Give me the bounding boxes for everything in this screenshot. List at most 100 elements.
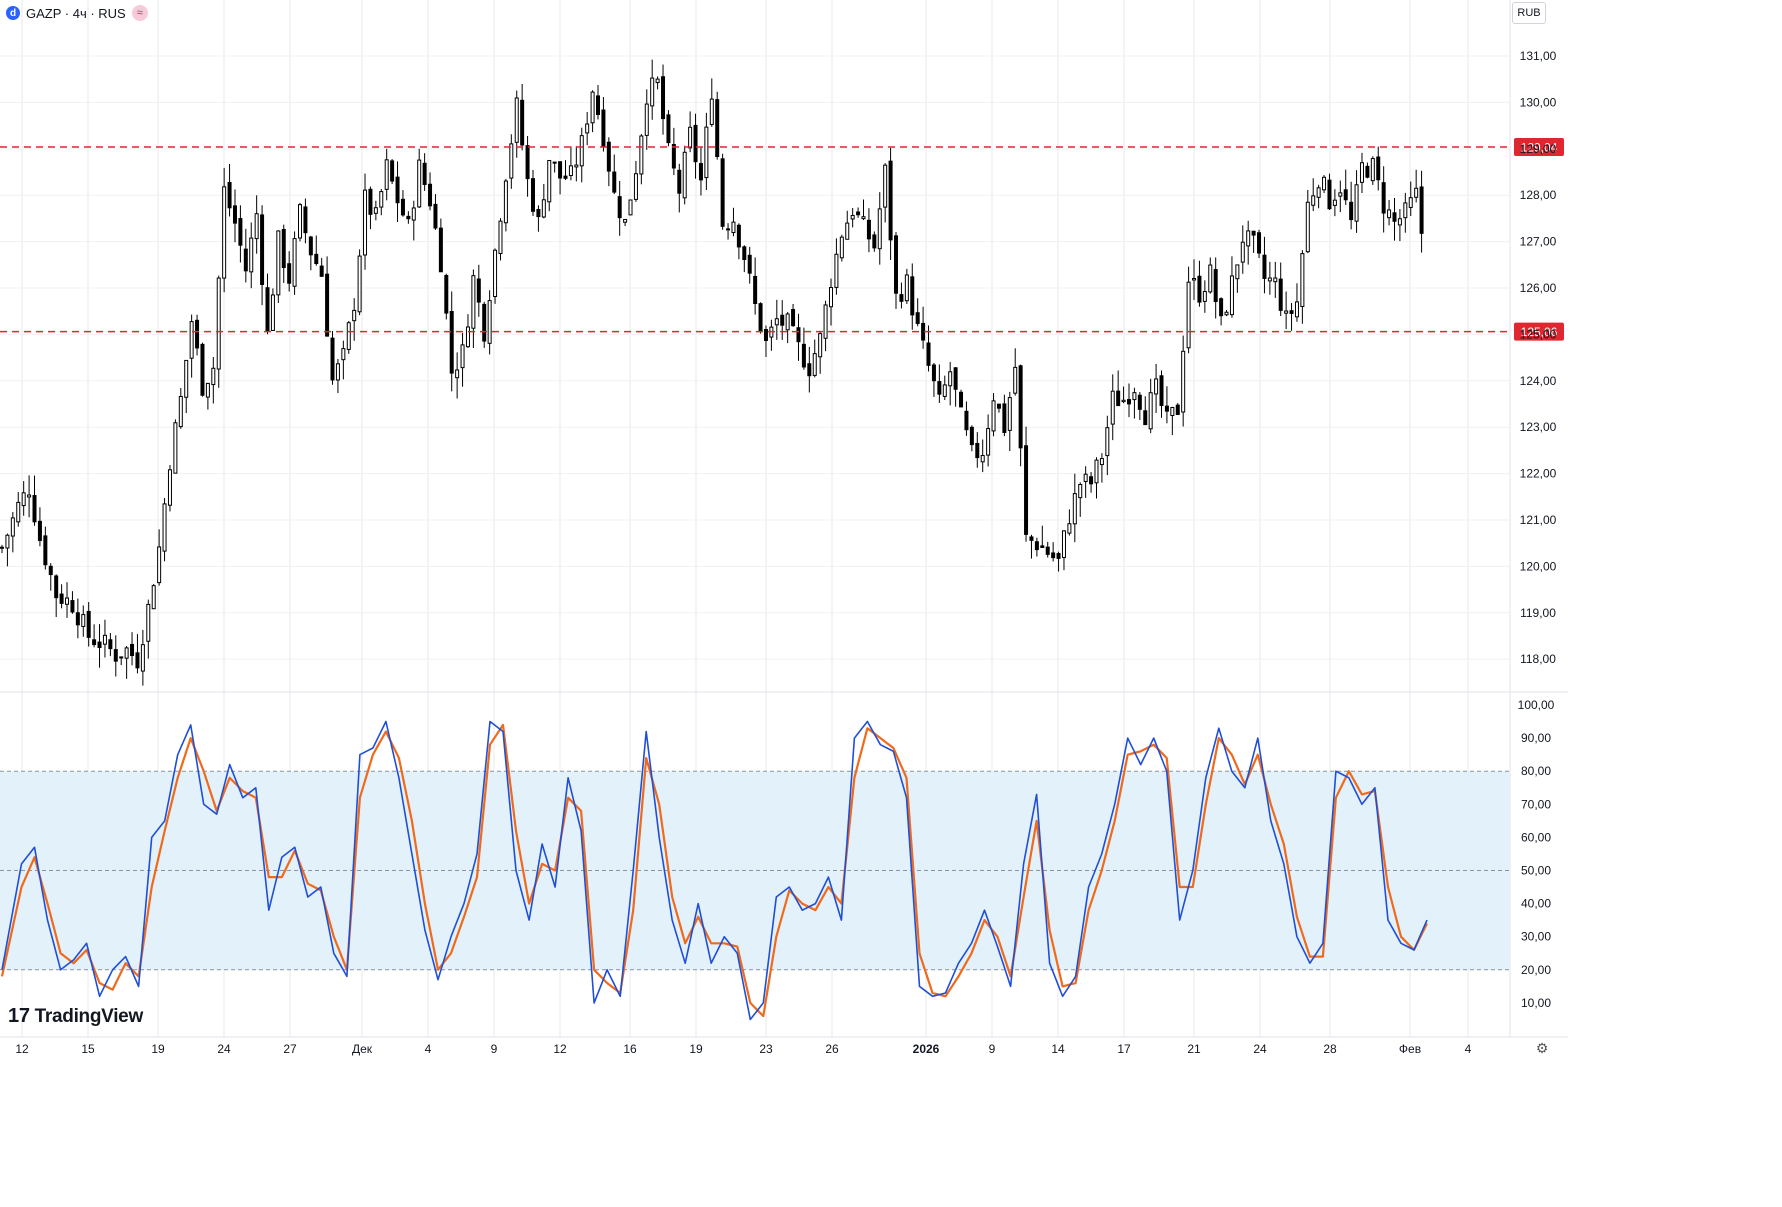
candle-body (1110, 390, 1115, 425)
candle-body (81, 614, 86, 627)
candle-body (980, 454, 985, 463)
candle-body (801, 343, 806, 368)
candle-body (758, 303, 763, 332)
candle-body (298, 204, 303, 239)
candle-body (883, 164, 888, 208)
candle-body (650, 77, 655, 107)
candle-body (1094, 459, 1099, 484)
candle-body (1007, 397, 1012, 431)
candle-body (400, 198, 405, 216)
stochastic-k-line (1, 720, 1428, 1021)
stochastic-tick-label: 20,00 (1521, 963, 1551, 977)
candle-body (162, 503, 167, 552)
candle-body (1408, 197, 1413, 208)
time-tick-label: 12 (15, 1042, 29, 1056)
candle-body (1024, 445, 1029, 535)
candle-body (476, 278, 481, 303)
horizontal-levels[interactable]: 129,04 125,06 (0, 137, 1564, 341)
candle-body (314, 253, 319, 265)
candle-body (828, 287, 833, 308)
candle-body (942, 384, 947, 397)
candle-body (1192, 278, 1197, 281)
price-tick-label: 126,00 (1520, 281, 1557, 295)
candle-body (812, 353, 817, 376)
candle-body (720, 158, 725, 227)
candle-body (1343, 189, 1348, 201)
candle-body (151, 585, 156, 610)
candle-body (937, 381, 942, 395)
candle-body (1257, 232, 1262, 254)
stochastic-tick-label: 50,00 (1521, 864, 1551, 878)
price-level-label: 129,04 (1521, 140, 1558, 154)
candle-body (1273, 277, 1278, 283)
time-axis[interactable]: 12 15 19 24 27 Дек 4 9 12 16 19 23 26 2026 9 14 17 21 24 28… (15, 1042, 1471, 1056)
candle-body (97, 641, 102, 648)
candle-body (996, 403, 1001, 409)
gear-icon[interactable]: ⚙ (1535, 1040, 1549, 1056)
candle-body (482, 303, 487, 342)
candle-body (59, 593, 64, 604)
candle-body (254, 213, 259, 240)
candle-body (1083, 473, 1088, 482)
symbol-header[interactable]: d GAZP · 4ч · RUS ≈ (6, 4, 148, 22)
candle-body (5, 534, 10, 549)
time-tick-label: 14 (1051, 1042, 1065, 1056)
tradingview-mark-icon: 17 (8, 1005, 30, 1027)
time-tick-label: 17 (1117, 1042, 1131, 1056)
candle-body (780, 314, 785, 326)
candle-body (888, 160, 893, 241)
candle-body (514, 97, 519, 143)
candle-body (243, 248, 248, 272)
stochastic-tick-label: 30,00 (1521, 930, 1551, 944)
candle-body (872, 234, 877, 249)
candle-body (1078, 483, 1083, 499)
candle-body (1305, 201, 1310, 253)
candle-body (130, 643, 135, 657)
candle-body (184, 359, 189, 398)
candle-body (1284, 310, 1289, 314)
candle-body (590, 91, 595, 124)
candle-body (1013, 366, 1018, 394)
candle-body (742, 246, 747, 261)
candle-body (1397, 218, 1402, 226)
candle-body (623, 218, 628, 223)
candle-body (910, 276, 915, 316)
candle-body (1354, 184, 1359, 222)
candle-body (1316, 187, 1321, 198)
price-tick-label: 122,00 (1520, 467, 1557, 481)
candle-body (384, 159, 389, 190)
candle-body (86, 610, 91, 638)
candle-body (948, 371, 953, 387)
time-tick-label: 24 (217, 1042, 231, 1056)
candle-body (861, 216, 866, 220)
price-level-label-bg (1514, 137, 1564, 156)
price-tick-label: 128,00 (1520, 188, 1557, 202)
currency-button[interactable]: RUB (1512, 2, 1546, 24)
candle-body (1419, 186, 1424, 234)
symbol-label[interactable]: GAZP · 4ч · RUS (26, 5, 126, 21)
price-tick-label: 120,00 (1520, 559, 1557, 573)
candle-body (601, 109, 606, 147)
candle-body (498, 220, 503, 255)
candle-body (1099, 458, 1104, 466)
candle-body (205, 382, 210, 398)
gazprom-logo-icon: d (6, 6, 20, 20)
price-tick-label: 130,00 (1520, 95, 1557, 109)
tradingview-logo[interactable]: 17 TradingView (8, 1005, 143, 1028)
candle-body (1414, 187, 1419, 198)
candle-body (785, 313, 790, 331)
time-tick-label: 23 (759, 1042, 773, 1056)
candle-body (1126, 399, 1131, 405)
price-axis[interactable]: 118,00 119,00 120,00 121,00 122,00 123,00 124,… (1518, 49, 1557, 1010)
time-tick-label: 2026 (913, 1042, 940, 1056)
data-source-badge-icon[interactable]: ≈ (131, 5, 148, 21)
candle-body (1072, 493, 1077, 525)
price-tick-label: 129,00 (1520, 142, 1557, 156)
candle-body (541, 199, 546, 218)
candle-body (1376, 156, 1381, 181)
candle-body (287, 263, 292, 284)
candle-body (682, 151, 687, 199)
candle-body (390, 160, 395, 182)
candle-body (915, 312, 920, 324)
